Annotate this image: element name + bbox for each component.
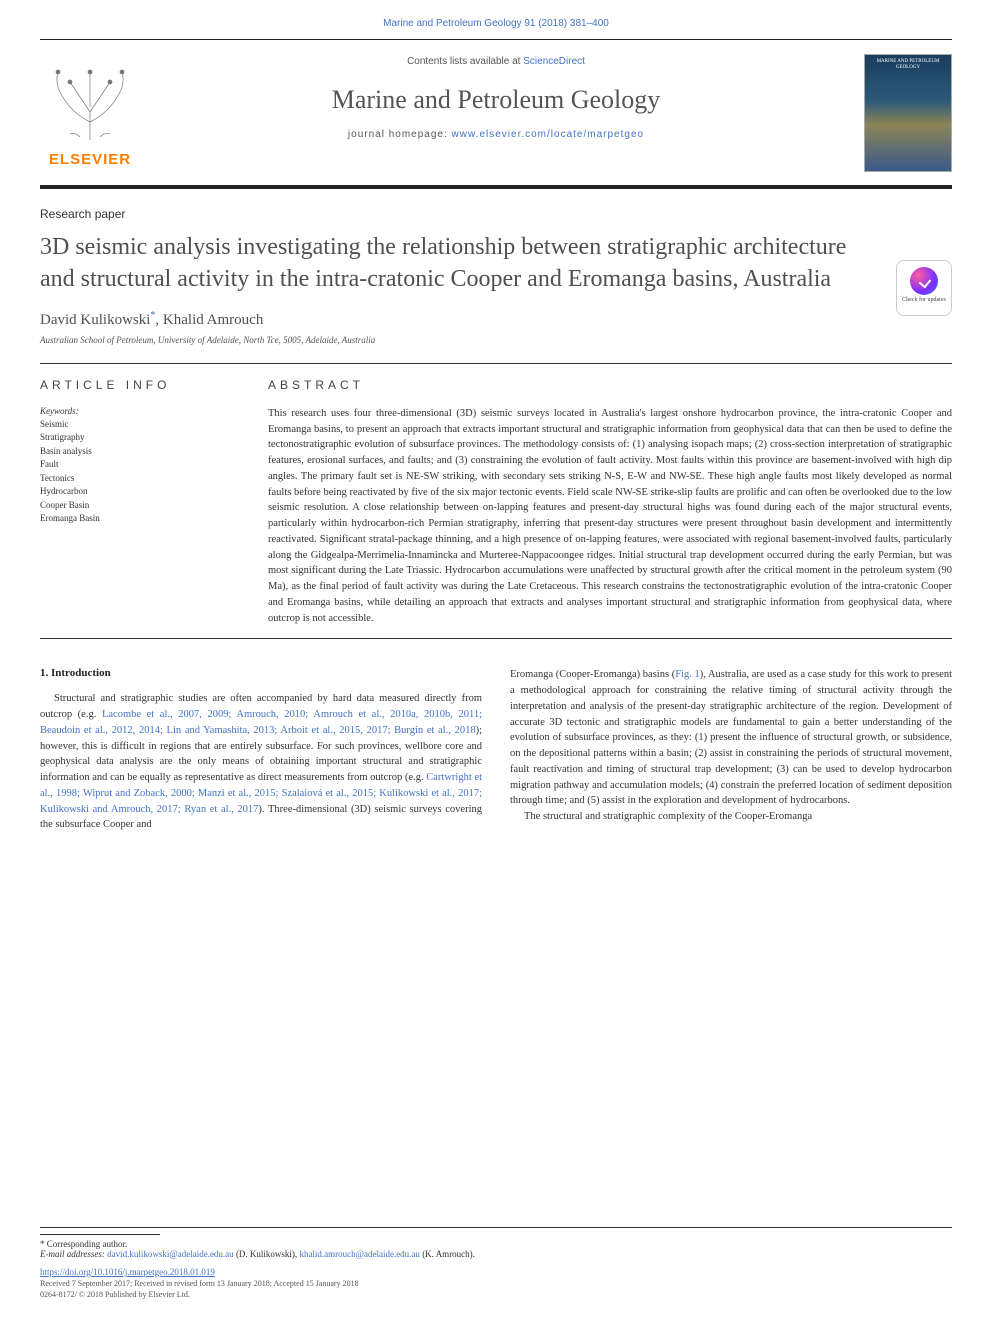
sciencedirect-link[interactable]: ScienceDirect (523, 56, 585, 67)
citation-link[interactable]: Lacombe et al., 2007, 2009; Amrouch, 201… (40, 709, 482, 736)
keyword-item: Fault (40, 458, 238, 472)
abstract-column: ABSTRACT This research uses four three-d… (268, 378, 952, 627)
contents-line: Contents lists available at ScienceDirec… (40, 56, 952, 67)
intro-paragraph-3: The structural and stratigraphic complex… (510, 809, 952, 825)
author-list: David Kulikowski*, Khalid Amrouch (40, 310, 952, 329)
citation-text: Marine and Petroleum Geology 91 (2018) 3… (383, 18, 609, 29)
elsevier-tree-icon (40, 52, 140, 142)
journal-header: ELSEVIER Contents lists available at Sci… (40, 39, 952, 189)
body-columns: 1. Introduction Structural and stratigra… (40, 667, 952, 833)
footnote-rule (40, 1234, 160, 1235)
author-2: , Khalid Amrouch (155, 312, 263, 328)
keyword-item: Eromanga Basin (40, 512, 238, 526)
check-updates-badge[interactable]: Check for updates (896, 260, 952, 316)
figure-link[interactable]: Fig. 1 (675, 669, 700, 680)
email-link[interactable]: david.kulikowski@adelaide.edu.au (107, 1249, 234, 1259)
page-footer: * Corresponding author. E-mail addresses… (40, 1227, 952, 1299)
article-info-heading: ARTICLE INFO (40, 378, 238, 392)
keyword-item: Stratigraphy (40, 431, 238, 445)
article-info-column: ARTICLE INFO Keywords: Seismic Stratigra… (40, 378, 268, 627)
intro-heading: 1. Introduction (40, 667, 482, 679)
email-link[interactable]: khalid.amrouch@adelaide.edu.au (299, 1249, 420, 1259)
article-type: Research paper (40, 207, 952, 221)
crossmark-icon (910, 267, 938, 295)
issn-copyright: 0264-8172/ © 2018 Published by Elsevier … (40, 1290, 952, 1299)
article-meta: Research paper 3D seismic analysis inves… (40, 207, 952, 345)
check-updates-label: Check for updates (897, 297, 951, 304)
doi-link[interactable]: https://doi.org/10.1016/j.marpetgeo.2018… (40, 1267, 952, 1277)
running-head: Marine and Petroleum Geology 91 (2018) 3… (0, 0, 992, 39)
journal-info: Contents lists available at ScienceDirec… (40, 40, 952, 140)
intro-paragraph-2: Eromanga (Cooper-Eromanga) basins (Fig. … (510, 667, 952, 809)
info-abstract-block: ARTICLE INFO Keywords: Seismic Stratigra… (40, 364, 952, 640)
author-1: David Kulikowski (40, 312, 150, 328)
abstract-heading: ABSTRACT (268, 378, 952, 392)
affiliation: Australian School of Petroleum, Universi… (40, 335, 952, 345)
corresponding-author-note: * Corresponding author. (40, 1239, 952, 1249)
keyword-item: Seismic (40, 418, 238, 432)
intro-paragraph-1: Structural and stratigraphic studies are… (40, 691, 482, 833)
journal-cover-thumb: MARINE AND PETROLEUM GEOLOGY (864, 54, 952, 172)
elsevier-logo: ELSEVIER (40, 52, 140, 177)
right-column: Eromanga (Cooper-Eromanga) basins (Fig. … (510, 667, 952, 833)
journal-name: Marine and Petroleum Geology (40, 85, 952, 115)
publisher-wordmark: ELSEVIER (40, 151, 140, 168)
email-addresses: E-mail addresses: david.kulikowski@adela… (40, 1249, 952, 1259)
journal-homepage: journal homepage: www.elsevier.com/locat… (40, 129, 952, 140)
keyword-item: Basin analysis (40, 445, 238, 459)
abstract-text: This research uses four three-dimensiona… (268, 406, 952, 627)
left-column: 1. Introduction Structural and stratigra… (40, 667, 482, 833)
keyword-item: Tectonics (40, 472, 238, 486)
keyword-item: Hydrocarbon (40, 485, 238, 499)
keyword-item: Cooper Basin (40, 499, 238, 513)
keywords-label: Keywords: (40, 406, 238, 416)
article-title: 3D seismic analysis investigating the re… (40, 231, 862, 296)
received-dates: Received 7 September 2017; Received in r… (40, 1279, 952, 1288)
journal-homepage-link[interactable]: www.elsevier.com/locate/marpetgeo (452, 129, 645, 140)
